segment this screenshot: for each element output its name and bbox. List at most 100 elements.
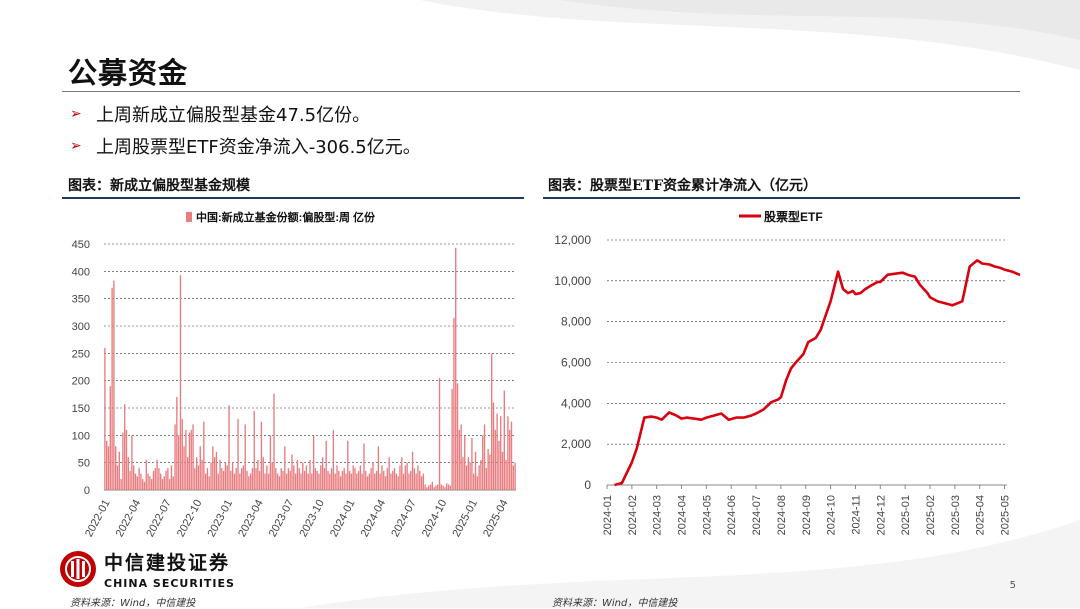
bar <box>298 468 300 490</box>
bar <box>393 468 396 490</box>
line-x-tick-label: 2024-09 <box>801 495 813 535</box>
bar <box>332 429 335 490</box>
bar-chart: 中国:新成立基金份额:偏股型:周 亿份 0 50 100 150 200 250 300 350… <box>72 210 516 539</box>
bar <box>199 446 201 490</box>
line-chart-caption: 图表：股票型ETF资金累计净流入（亿元） <box>548 178 818 194</box>
bar <box>154 468 156 490</box>
bar <box>323 468 326 490</box>
bar-chart-source: 资料来源：Wind，中信建投 <box>70 598 196 609</box>
bar <box>381 465 383 490</box>
bar-x-tick-label: 2024-07 <box>389 498 419 539</box>
bar-x-tick-label: 2022-01 <box>83 498 113 539</box>
bar <box>278 476 281 490</box>
bar-x-tick-label: 2023-10 <box>297 498 327 539</box>
bar <box>438 377 441 490</box>
bar <box>239 473 241 490</box>
bar <box>354 468 356 490</box>
bar <box>399 465 401 490</box>
bar <box>458 429 461 490</box>
bullet-text: 上周新成立偏股型基金47.5亿份。 <box>96 105 371 126</box>
bar <box>253 410 255 490</box>
bar <box>147 473 149 490</box>
bar <box>372 462 374 490</box>
bar <box>242 465 245 490</box>
bar <box>120 479 122 490</box>
bar <box>496 413 498 490</box>
line-x-tick-label: 2024-08 <box>776 495 788 535</box>
bar-y-tick-label: 100 <box>72 430 90 442</box>
bar <box>113 280 115 490</box>
bar <box>138 468 140 490</box>
bar <box>476 476 479 490</box>
bar <box>201 459 203 490</box>
bar <box>197 465 200 490</box>
bar <box>109 386 111 490</box>
bar <box>338 470 340 490</box>
bar <box>228 405 230 490</box>
bar <box>206 468 209 490</box>
bar-chart-caption-rule <box>62 197 524 199</box>
bar <box>384 476 387 490</box>
logo-cn: 中信建投证券 <box>104 552 231 574</box>
title-divider <box>62 91 1020 92</box>
line-x-tick-label: 2025-01 <box>900 495 912 535</box>
bar <box>210 462 212 490</box>
line-x-tick-label: 2024-10 <box>826 495 838 535</box>
bar <box>143 481 146 490</box>
bar <box>152 470 155 490</box>
bar <box>334 473 336 490</box>
line-y-tick-label: 6,000 <box>561 356 591 370</box>
bar <box>474 451 477 490</box>
bar-y-tick-label: 50 <box>78 458 90 470</box>
bar <box>176 397 178 490</box>
bar <box>449 485 452 490</box>
line-x-tick-label: 2024-03 <box>652 495 664 535</box>
bar-legend: 中国:新成立基金份额:偏股型:周 亿份 <box>186 210 376 224</box>
bar-y-tick-label: 250 <box>72 348 90 360</box>
line-y-tick-label: 2,000 <box>561 437 591 451</box>
bar <box>163 476 165 490</box>
bar <box>386 468 389 490</box>
bar <box>363 443 365 490</box>
bar <box>174 424 176 490</box>
bar <box>300 473 302 490</box>
bar <box>361 473 363 490</box>
bar <box>453 317 455 490</box>
bar <box>248 476 250 490</box>
bar <box>156 459 158 490</box>
bar <box>478 465 480 490</box>
bar <box>503 390 505 490</box>
line-legend: 股票型ETF <box>739 209 823 224</box>
bar <box>357 470 360 490</box>
bar <box>311 473 313 490</box>
line-x-tick-label: 2024-07 <box>751 495 763 535</box>
bar-x-tick-label: 2025-04 <box>481 498 511 539</box>
bar <box>383 470 385 490</box>
bar <box>149 476 151 490</box>
bar <box>161 479 164 490</box>
bar <box>404 465 407 490</box>
bar <box>221 468 223 490</box>
bar <box>124 404 126 490</box>
bar <box>287 468 290 490</box>
bar <box>106 440 108 490</box>
bar <box>494 429 496 490</box>
bar <box>131 435 133 490</box>
bar-y-tick-label: 400 <box>72 266 90 278</box>
bar <box>183 446 185 490</box>
bar <box>219 459 221 490</box>
bullet-text: 上周股票型ETF资金净流入-306.5亿元。 <box>96 137 421 158</box>
bar <box>230 470 232 490</box>
bar <box>365 470 367 490</box>
logo-en: CHINA SECURITIES <box>104 577 235 590</box>
bar <box>395 473 398 490</box>
line-x-tick-label: 2025-04 <box>975 495 987 535</box>
bar-x-tick-label: 2023-04 <box>236 498 266 539</box>
bar <box>257 459 259 490</box>
bar <box>213 457 216 490</box>
arrow-bullet-icon: ➢ <box>70 138 82 154</box>
bar <box>302 462 304 490</box>
bar <box>271 462 273 490</box>
bar <box>258 470 261 490</box>
bar <box>505 459 507 490</box>
